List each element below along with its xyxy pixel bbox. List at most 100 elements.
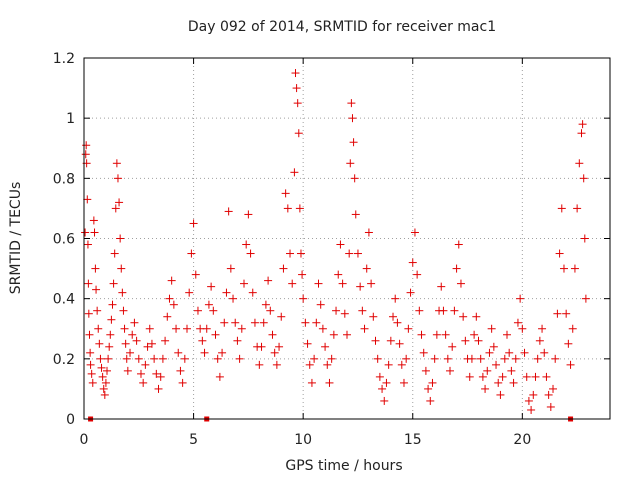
data-point bbox=[218, 348, 227, 357]
data-point bbox=[255, 360, 264, 369]
data-point bbox=[209, 306, 218, 315]
data-point bbox=[97, 363, 106, 372]
data-point bbox=[293, 99, 302, 108]
x-tick-label: 20 bbox=[513, 432, 531, 448]
y-tick-label: 0.8 bbox=[53, 171, 75, 187]
data-point bbox=[248, 288, 257, 297]
data-point bbox=[474, 336, 483, 345]
data-point bbox=[93, 306, 102, 315]
chart-title: Day 092 of 2014, SRMTID for receiver mac… bbox=[188, 19, 496, 35]
data-point bbox=[303, 339, 312, 348]
x-tick-label: 0 bbox=[80, 432, 89, 448]
data-point bbox=[356, 282, 365, 291]
data-point bbox=[229, 294, 238, 303]
data-point bbox=[147, 339, 156, 348]
data-point bbox=[161, 336, 170, 345]
data-point bbox=[321, 342, 330, 351]
data-point bbox=[527, 405, 536, 414]
data-point bbox=[122, 354, 131, 363]
data-point bbox=[84, 309, 93, 318]
data-point bbox=[126, 348, 135, 357]
data-point bbox=[156, 372, 165, 381]
data-point bbox=[158, 354, 167, 363]
data-point bbox=[578, 120, 587, 129]
data-point bbox=[577, 129, 586, 138]
data-point bbox=[513, 318, 522, 327]
data-point bbox=[343, 330, 351, 339]
data-point bbox=[305, 360, 314, 369]
data-point bbox=[531, 372, 540, 381]
data-point bbox=[106, 330, 115, 339]
data-point bbox=[128, 330, 137, 339]
data-point bbox=[100, 390, 109, 399]
data-point bbox=[101, 378, 110, 387]
data-point bbox=[329, 330, 338, 339]
data-point bbox=[478, 372, 487, 381]
data-point bbox=[294, 129, 303, 138]
data-point bbox=[231, 318, 240, 327]
data-point bbox=[336, 240, 345, 249]
data-point bbox=[143, 342, 152, 351]
data-point bbox=[105, 342, 114, 351]
data-point bbox=[94, 324, 103, 333]
data-point bbox=[81, 228, 90, 237]
data-point bbox=[424, 384, 433, 393]
data-point bbox=[375, 372, 384, 381]
data-point bbox=[291, 69, 300, 78]
data-point bbox=[428, 378, 437, 387]
x-tick-label: 10 bbox=[294, 432, 312, 448]
data-point bbox=[312, 318, 321, 327]
data-point bbox=[430, 354, 439, 363]
data-point bbox=[189, 219, 198, 228]
data-point bbox=[307, 378, 316, 387]
data-point bbox=[92, 285, 101, 294]
data-point bbox=[83, 195, 92, 204]
data-point bbox=[472, 312, 481, 321]
data-point bbox=[325, 378, 334, 387]
x-axis-label: GPS time / hours bbox=[285, 458, 402, 474]
x-tick-label: 5 bbox=[189, 432, 198, 448]
data-point bbox=[500, 354, 509, 363]
data-point bbox=[89, 216, 98, 225]
data-point bbox=[108, 300, 117, 309]
data-point bbox=[91, 264, 100, 273]
data-point bbox=[476, 354, 485, 363]
data-point bbox=[419, 348, 428, 357]
data-point bbox=[579, 174, 588, 183]
data-point bbox=[516, 294, 525, 303]
data-point bbox=[487, 324, 496, 333]
data-point bbox=[83, 240, 92, 249]
data-point bbox=[98, 372, 107, 381]
data-point bbox=[235, 354, 244, 363]
data-point bbox=[448, 342, 457, 351]
data-point bbox=[292, 84, 301, 93]
data-point bbox=[461, 336, 470, 345]
data-point bbox=[198, 336, 207, 345]
data-point bbox=[239, 279, 248, 288]
data-point bbox=[553, 309, 562, 318]
data-point bbox=[200, 348, 209, 357]
data-point bbox=[272, 360, 281, 369]
data-point bbox=[145, 324, 154, 333]
data-point bbox=[494, 378, 503, 387]
data-point bbox=[244, 210, 253, 219]
y-tick-label: 0.2 bbox=[53, 352, 75, 368]
x-tick-label: 15 bbox=[404, 432, 422, 448]
data-point bbox=[112, 159, 121, 168]
data-point bbox=[81, 150, 90, 159]
data-point bbox=[467, 354, 476, 363]
data-point bbox=[290, 168, 299, 177]
data-point bbox=[104, 354, 113, 363]
data-point bbox=[348, 114, 357, 123]
data-point bbox=[118, 288, 127, 297]
data-point bbox=[437, 282, 446, 291]
data-point bbox=[496, 390, 505, 399]
plot-frame bbox=[83, 57, 611, 420]
data-point bbox=[310, 354, 319, 363]
data-point bbox=[575, 159, 584, 168]
data-point bbox=[380, 396, 389, 405]
data-point bbox=[314, 279, 323, 288]
gridlines bbox=[84, 58, 610, 419]
data-point bbox=[358, 306, 367, 315]
data-point bbox=[364, 228, 373, 237]
